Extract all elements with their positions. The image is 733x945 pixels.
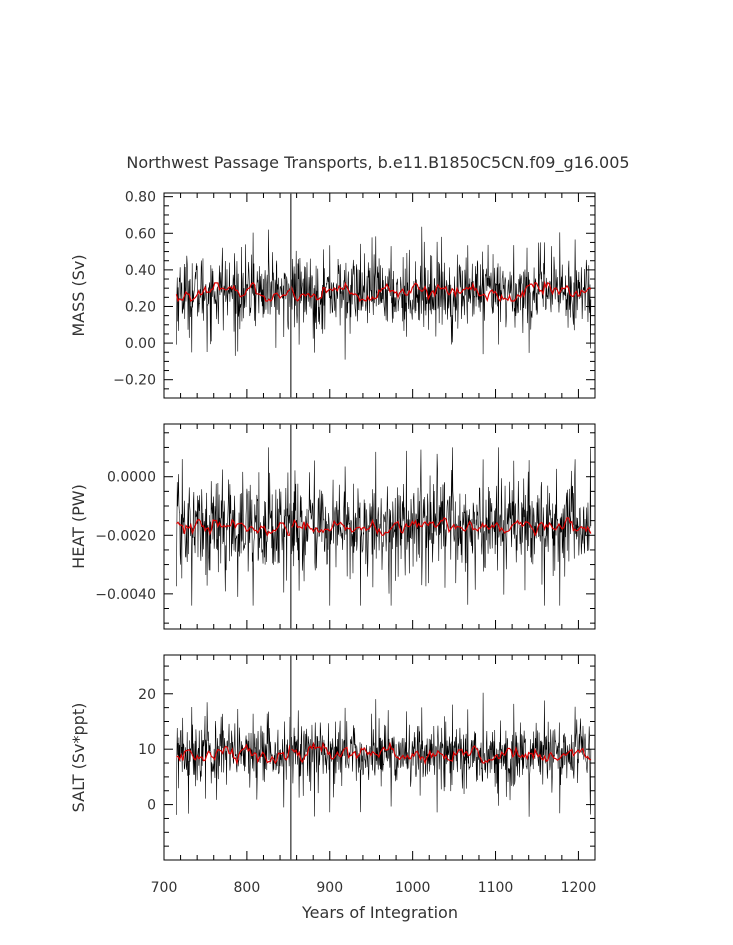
x-tick-label: 1200	[561, 880, 597, 896]
y-tick-label: 0.0000	[107, 470, 156, 486]
y-axis-label: SALT (Sv*ppt)	[69, 703, 88, 813]
y-tick-label: 0.20	[125, 299, 156, 315]
y-tick-label: 10	[138, 742, 156, 758]
x-tick-label: 800	[234, 880, 261, 896]
y-tick-label: 0.40	[125, 263, 156, 279]
x-tick-label: 900	[316, 880, 343, 896]
y-axis-label: HEAT (PW)	[69, 484, 88, 569]
y-axis-label: MASS (Sv)	[69, 254, 88, 336]
x-tick-label: 1000	[395, 880, 431, 896]
y-tick-label: −0.0040	[95, 587, 156, 603]
y-tick-label: 0	[147, 798, 156, 814]
x-axis-label: Years of Integration	[301, 903, 458, 922]
y-tick-label: −0.0020	[95, 528, 156, 544]
smoothed-series-line	[176, 741, 592, 766]
y-tick-label: 0.60	[125, 226, 156, 242]
panels-group: −0.20 0.00 0.20 0.40 0.60 0.80 MASS (Sv) −0.004…	[69, 190, 596, 896]
raw-series-line	[176, 447, 592, 606]
chart-title: Northwest Passage Transports, b.e11.B185…	[126, 153, 629, 173]
y-tick-label: 20	[138, 687, 156, 703]
x-tick-label: 700	[151, 880, 178, 896]
x-tick-label: 1100	[478, 880, 514, 896]
raw-series-line	[176, 226, 592, 360]
panel-1: −0.20 0.00 0.20 0.40 0.60 0.80 MASS (Sv)	[69, 190, 596, 399]
raw-series-line	[176, 692, 592, 817]
panel-2: −0.0040 −0.0020 0.0000 HEAT (PW)	[69, 423, 596, 630]
y-tick-label: 0.80	[125, 190, 156, 206]
smoothed-series-line	[176, 516, 592, 537]
y-tick-label: −0.20	[113, 373, 156, 389]
smoothed-series-line	[175, 280, 592, 303]
y-tick-label: 0.00	[125, 336, 156, 352]
panel-3: 0 10 20 SALT (Sv*ppt)	[69, 654, 596, 861]
